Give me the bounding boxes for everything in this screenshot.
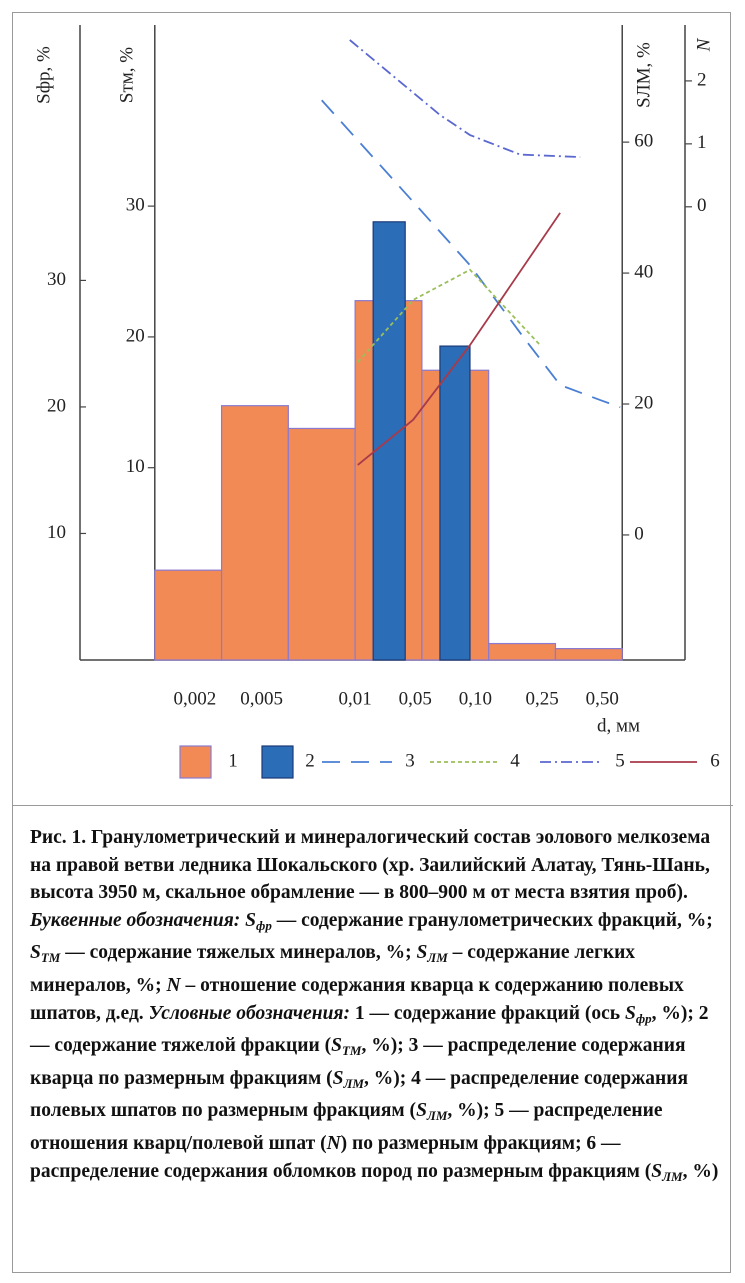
legend-label: 1 [228,750,238,771]
axis-label: Sфр, % [33,46,54,104]
x-tick-label: 0,50 [586,688,619,709]
caption-text: ЛМ [427,950,448,966]
x-axis-label: d, мм [597,715,640,736]
legend-label: 4 [510,750,520,771]
caption-text: ) по размерным фракциям; 6 — распределен… [30,1132,652,1182]
bar [488,642,557,661]
x-tick-label: 0,002 [173,688,216,709]
caption-text: 1 — содержание фракций (ось [354,1002,625,1024]
legend-label: 6 [710,750,720,771]
caption-text: ЛМ [343,1075,364,1091]
caption-text: S [30,942,41,964]
y-tick-label: 10 [47,522,66,543]
caption-text: Буквенные обозначения: [30,909,246,931]
legend-swatch [179,745,212,779]
axis-label: N [693,37,714,52]
caption-text: S [624,1002,636,1024]
bar [554,648,623,661]
caption-text: — содержание гранулометрических фракций,… [271,909,713,931]
caption-text: S [416,1100,427,1122]
x-tick-label: 0,005 [240,688,283,709]
y-tick-label: 0 [634,523,644,544]
y-tick-label: 60 [634,130,653,151]
bar [439,345,471,661]
caption-text: , %) [682,1160,719,1182]
legend-label: 5 [615,750,625,771]
separator [12,805,733,806]
legend-label: 3 [405,750,415,771]
line-series [349,39,581,158]
line-series [357,212,561,466]
axis-label: Sтм, % [116,47,137,103]
axis-label: SЛМ, % [633,42,654,108]
x-tick-label: 0,05 [399,688,432,709]
caption-text: ТМ [341,1043,362,1059]
caption-text: S [332,1067,344,1089]
caption-text: Рис. 1. Гранулометрический и минералогич… [30,827,711,904]
y-tick-label: 10 [126,456,145,477]
y-tick-label: 1 [697,132,707,153]
caption-text: S [651,1160,663,1182]
y-tick-label: 30 [47,269,66,290]
caption-text: – отношение содержания кварца к содержан… [30,974,684,1024]
y-tick-label: 20 [126,325,145,346]
caption-text: фр [635,1010,652,1026]
caption-text: , %); 5 — распределение отношения кварц/… [30,1100,663,1154]
caption-text: N [326,1132,341,1154]
caption: Рис. 1. Гранулометрический и минералогич… [30,824,720,1190]
y-tick-label: 20 [634,392,653,413]
bar [372,221,406,661]
legend-label: 2 [305,750,315,771]
y-tick-label: 20 [47,395,66,416]
bar [220,405,289,661]
line-series [321,99,621,409]
legend-swatch [261,745,294,779]
caption-text: S [416,942,428,964]
caption-text: , %); 3 — распределение содержания кварц… [30,1035,686,1089]
x-tick-label: 0,25 [525,688,558,709]
caption-text: ЛМ [426,1108,448,1124]
caption-text: — содержание тяжелых минералов, %; [60,942,417,964]
bar [287,427,356,661]
bar [154,569,223,661]
y-tick-label: 0 [697,195,707,216]
caption-text: фр [256,917,272,933]
border [12,12,731,1273]
y-tick-label: 40 [634,261,653,282]
caption-text: S [245,909,257,931]
caption-text: S [331,1035,342,1057]
chart: Sфр, % 10 20 30 Sтм, % 10 20 30 SЛМ, % 0 20 40 60 N 0 1… [33,25,720,779]
caption-text: – содержание легких минералов, %; [30,942,636,996]
caption-text: , %); 2 — содержание тяжелой фракции ( [30,1002,709,1057]
line-series [357,268,541,363]
y-tick-label: 30 [126,194,145,215]
caption-text: , %); 4 — распределение содержания полев… [30,1067,689,1122]
caption-text: ТМ [40,950,61,966]
caption-text: Условные обозначения: [148,1002,355,1024]
x-tick-label: 0,10 [459,688,492,709]
caption-text: N [166,974,181,996]
y-tick-label: 2 [697,69,707,90]
caption-text: ЛМ [662,1168,683,1184]
x-tick-label: 0,01 [338,688,371,709]
